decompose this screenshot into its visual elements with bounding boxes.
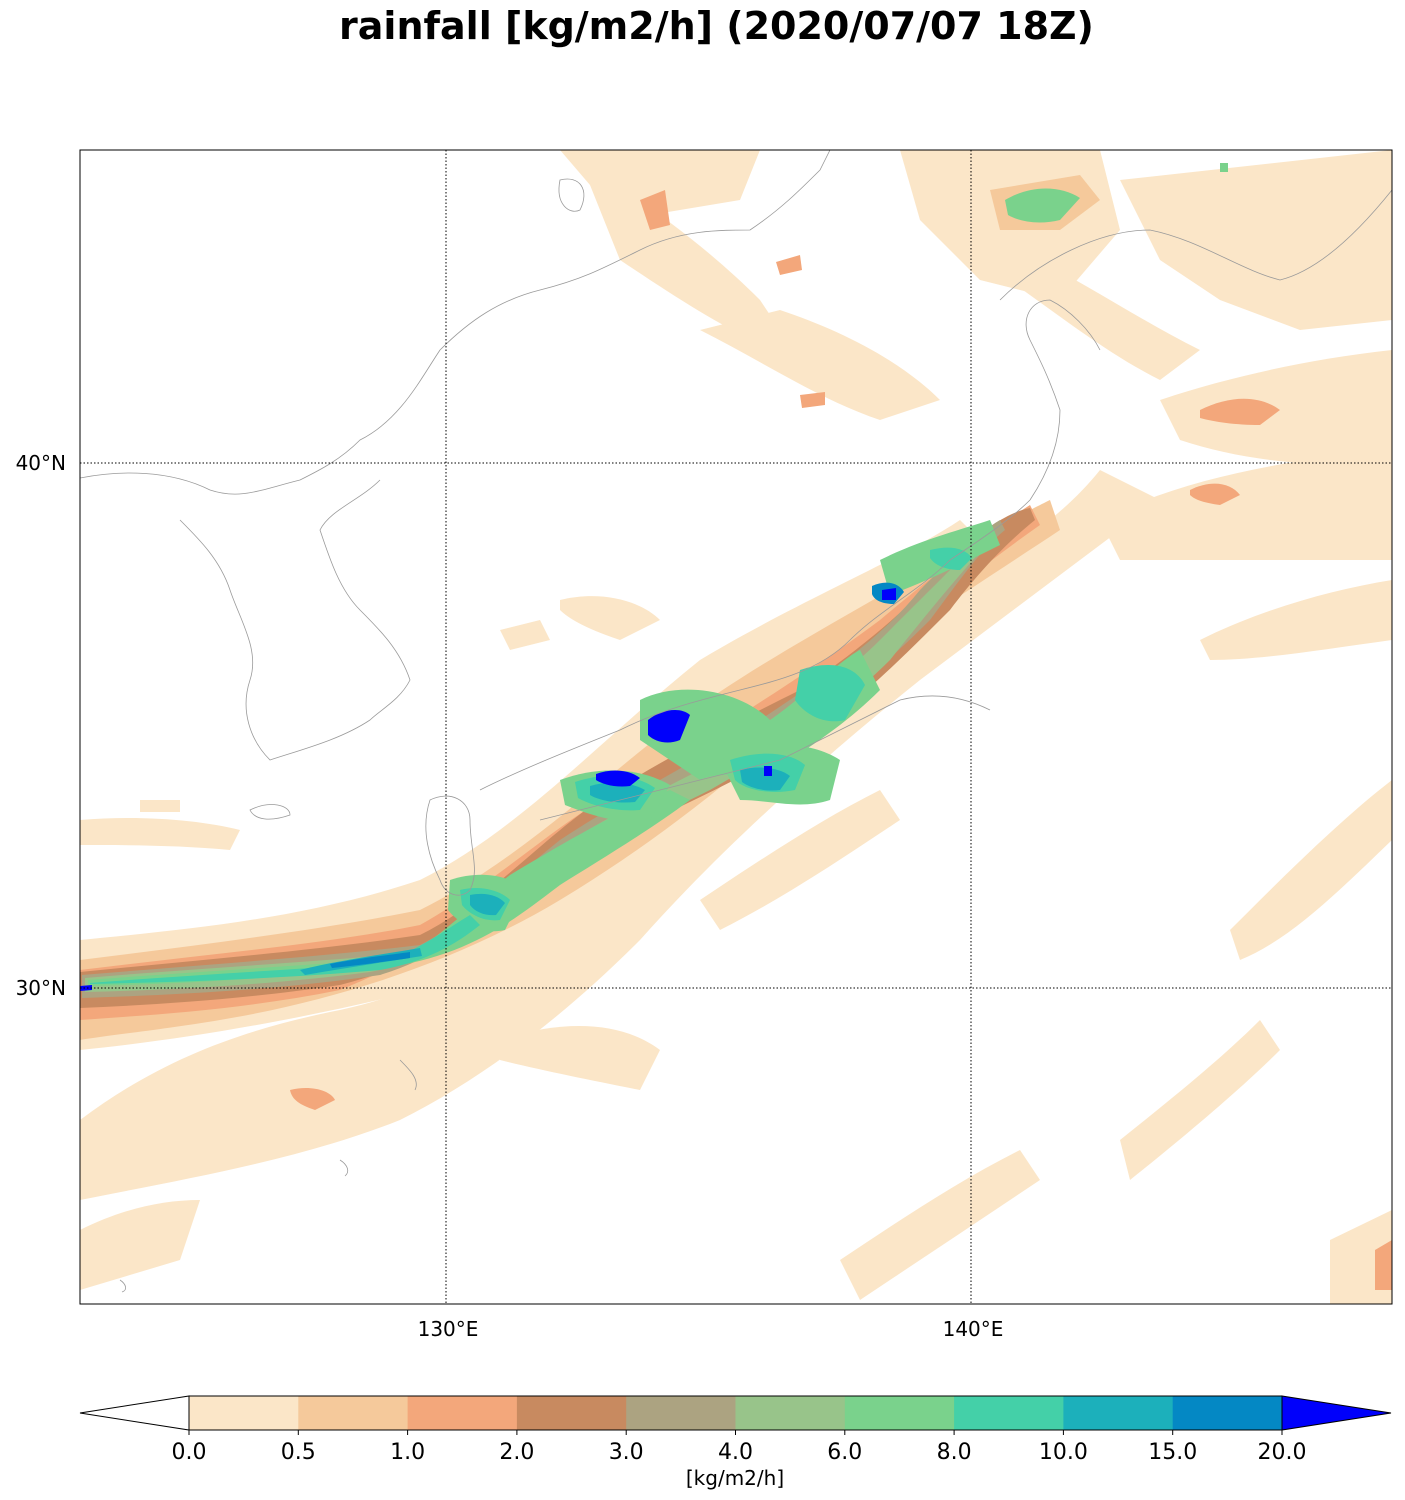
colorbar-segment xyxy=(626,1396,736,1430)
colorbar-tick-label: 3.0 xyxy=(609,1440,644,1465)
colorbar: 0.0 0.5 1.0 2.0 3.0 4.0 6.0 8.0 10.0 15.0 20.0 [kg… xyxy=(79,1395,1392,1490)
colorbar-tick-label: 2.0 xyxy=(499,1440,534,1465)
colorbar-segment xyxy=(844,1396,955,1430)
lat-label-30n: 30°N xyxy=(16,976,66,1000)
colorbar-segment xyxy=(1063,1396,1174,1430)
colorbar-segment xyxy=(954,1396,1064,1430)
rainfall-field xyxy=(80,150,1392,1304)
map-title: rainfall [kg/m2/h] (2020/07/07 18Z) xyxy=(339,4,1094,48)
colorbar-segment xyxy=(407,1396,518,1430)
rain-heavy-band xyxy=(80,163,1228,1008)
colorbar-tick-label: 4.0 xyxy=(718,1440,753,1465)
colorbar-tick-label: 15.0 xyxy=(1148,1440,1197,1465)
colorbar-tick-label: 10.0 xyxy=(1039,1440,1088,1465)
gridlines xyxy=(80,150,1392,1304)
colorbar-tick-label: 0.0 xyxy=(172,1440,207,1465)
colorbar-tick-label: 6.0 xyxy=(827,1440,862,1465)
coastlines xyxy=(80,150,1392,1293)
colorbar-over-triangle xyxy=(1281,1395,1392,1431)
colorbar-ticks: 0.0 0.5 1.0 2.0 3.0 4.0 6.0 8.0 10.0 15.0 20.0 xyxy=(172,1430,1307,1465)
colorbar-unit-label: [kg/m2/h] xyxy=(686,1466,784,1490)
map-frame xyxy=(79,149,1393,1305)
colorbar-segment xyxy=(189,1396,299,1430)
colorbar-segment xyxy=(735,1396,846,1430)
lon-label-130e: 130°E xyxy=(418,1317,479,1341)
colorbar-segment xyxy=(1172,1396,1283,1430)
colorbar-segments xyxy=(189,1396,1283,1430)
colorbar-tick-label: 20.0 xyxy=(1258,1440,1307,1465)
lon-label-140e: 140°E xyxy=(943,1317,1004,1341)
colorbar-tick-label: 0.5 xyxy=(281,1440,316,1465)
lat-label-40n: 40°N xyxy=(16,451,66,475)
colorbar-segment xyxy=(516,1396,627,1430)
colorbar-tick-label: 1.0 xyxy=(390,1440,425,1465)
colorbar-tick-label: 8.0 xyxy=(937,1440,972,1465)
colorbar-segment xyxy=(298,1396,409,1430)
colorbar-under-triangle xyxy=(79,1395,190,1431)
